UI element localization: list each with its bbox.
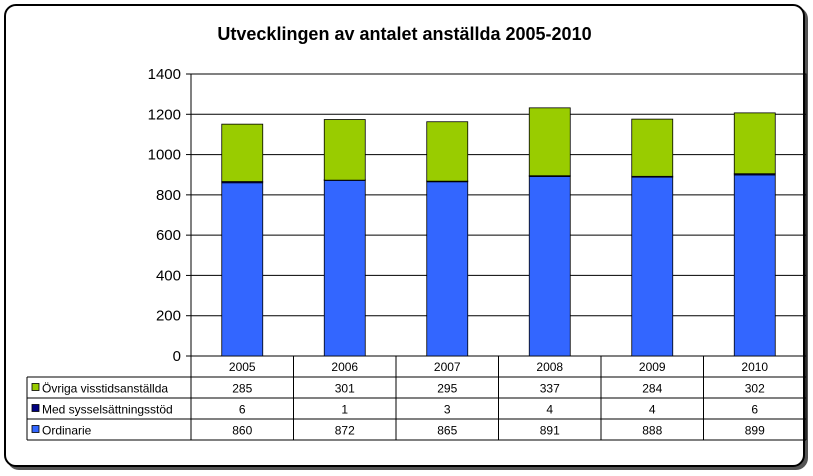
table-cell: 1 [341, 403, 348, 417]
bar--vriga-visstidsanst-llda-2005 [221, 123, 264, 182]
table-cell: 3 [444, 403, 451, 417]
y-tick-label: 600 [156, 227, 181, 244]
table-cell: 899 [745, 424, 765, 438]
bar--vriga-visstidsanst-llda-2007 [426, 121, 469, 182]
bar-ordinarie-2007 [426, 181, 469, 357]
bar--vriga-visstidsanst-llda-2010 [733, 112, 776, 175]
table-row-label: Ordinarie [42, 424, 92, 438]
table-cell: 888 [642, 424, 662, 438]
chart-title: Utvecklingen av antalet anställda 2005-2… [217, 24, 592, 44]
bar-ordinarie-2009 [631, 176, 674, 357]
x-category-label: 2006 [331, 360, 358, 374]
table-cell: 4 [649, 403, 656, 417]
table-cell: 865 [437, 424, 457, 438]
table-cell: 284 [642, 382, 662, 396]
table-cell: 4 [546, 403, 553, 417]
table-cell: 6 [239, 403, 246, 417]
y-tick-label: 800 [156, 187, 181, 204]
bar--vriga-visstidsanst-llda-2008 [528, 107, 571, 177]
y-tick-label: 400 [156, 267, 181, 284]
table-cell: 891 [540, 424, 560, 438]
table-cell: 285 [232, 382, 252, 396]
bar-ordinarie-2005 [221, 182, 264, 357]
table-cell: 337 [540, 382, 560, 396]
table-cell: 295 [437, 382, 457, 396]
table-row-label: Övriga visstidsanställda [42, 382, 168, 396]
legend-key [31, 383, 40, 391]
bar--vriga-visstidsanst-llda-2009 [631, 118, 674, 177]
table-cell: 6 [751, 403, 758, 417]
table-row-label: Med sysselsättningsstöd [42, 403, 173, 417]
legend-key [31, 425, 40, 433]
legend-key [31, 404, 40, 412]
y-tick-label: 0 [173, 348, 181, 365]
plot-area [190, 73, 807, 357]
x-category-label: 2010 [741, 360, 768, 374]
x-category-label: 2009 [639, 360, 666, 374]
table-cell: 872 [335, 424, 355, 438]
x-category-label: 2007 [434, 360, 461, 374]
x-category-label: 2005 [229, 360, 256, 374]
table-cell: 301 [335, 382, 355, 396]
y-tick-label: 1400 [148, 66, 181, 83]
table-cell: 302 [745, 382, 765, 396]
bar-ordinarie-2006 [323, 179, 366, 357]
bar-ordinarie-2008 [528, 176, 571, 357]
y-tick-label: 200 [156, 308, 181, 325]
y-tick-label: 1200 [148, 106, 181, 123]
table-cell: 860 [232, 424, 252, 438]
x-category-label: 2008 [536, 360, 563, 374]
bar-ordinarie-2010 [733, 174, 776, 357]
y-tick-label: 1000 [148, 147, 181, 164]
bar--vriga-visstidsanst-llda-2006 [323, 119, 366, 181]
